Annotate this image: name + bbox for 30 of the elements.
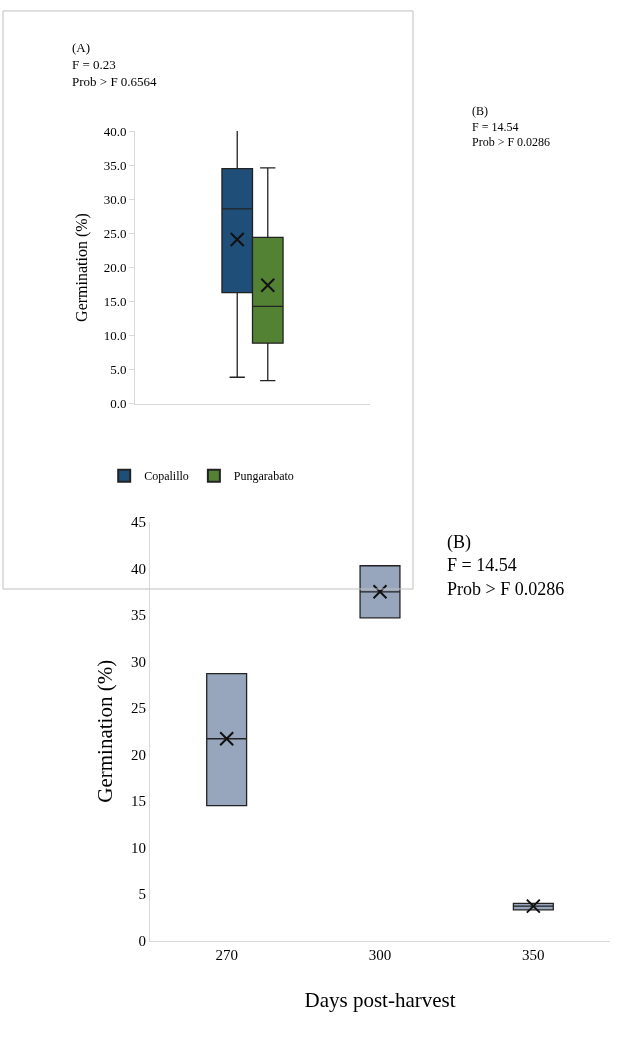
y-tick-label: 40 [131,560,146,577]
y-tick-label: 0 [138,932,146,949]
text: (A) F = 0.23 Prob > F 0.6564 [72,40,158,89]
y-tick-label: 35.0 [103,157,127,173]
y-tick-label: 5.0 [110,362,127,378]
x-axis-title: Days post-harvest [304,987,456,1012]
y-axis-title: Germination (%) [93,659,118,803]
y-tick-label: 0.0 [110,396,127,412]
y-tick-label: 45 [131,514,146,531]
y-tick-label: 30.0 [103,191,127,207]
y-tick-label: 25.0 [103,225,127,241]
legend-label: Copalillo [144,469,189,484]
y-tick-label: 25 [131,700,146,717]
y-tick-label: 20.0 [103,260,127,276]
y-tick-label: 40.0 [103,123,127,139]
x-tick-label: 300 [368,946,392,963]
y-tick-label: 10.0 [103,328,127,344]
y-tick-label: 15.0 [103,294,127,310]
x-tick-label: 350 [522,946,545,963]
text: (B) F = 14.54 Prob > F 0.0286 [472,104,551,150]
legend-label: Pungarabato [233,469,294,484]
y-axis-title: Germination (%) [72,213,91,322]
y-tick-label: 30 [131,653,146,670]
y-tick-label: 20 [131,746,146,763]
y-tick-label: 10 [131,839,146,856]
x-tick-label: 270 [215,946,238,963]
y-tick-label: 5 [138,886,146,903]
y-tick-label: 35 [131,607,146,624]
annotation: (B) F = 14.54 Prob > F 0.0286 [447,532,565,599]
y-tick-label: 15 [131,793,146,810]
